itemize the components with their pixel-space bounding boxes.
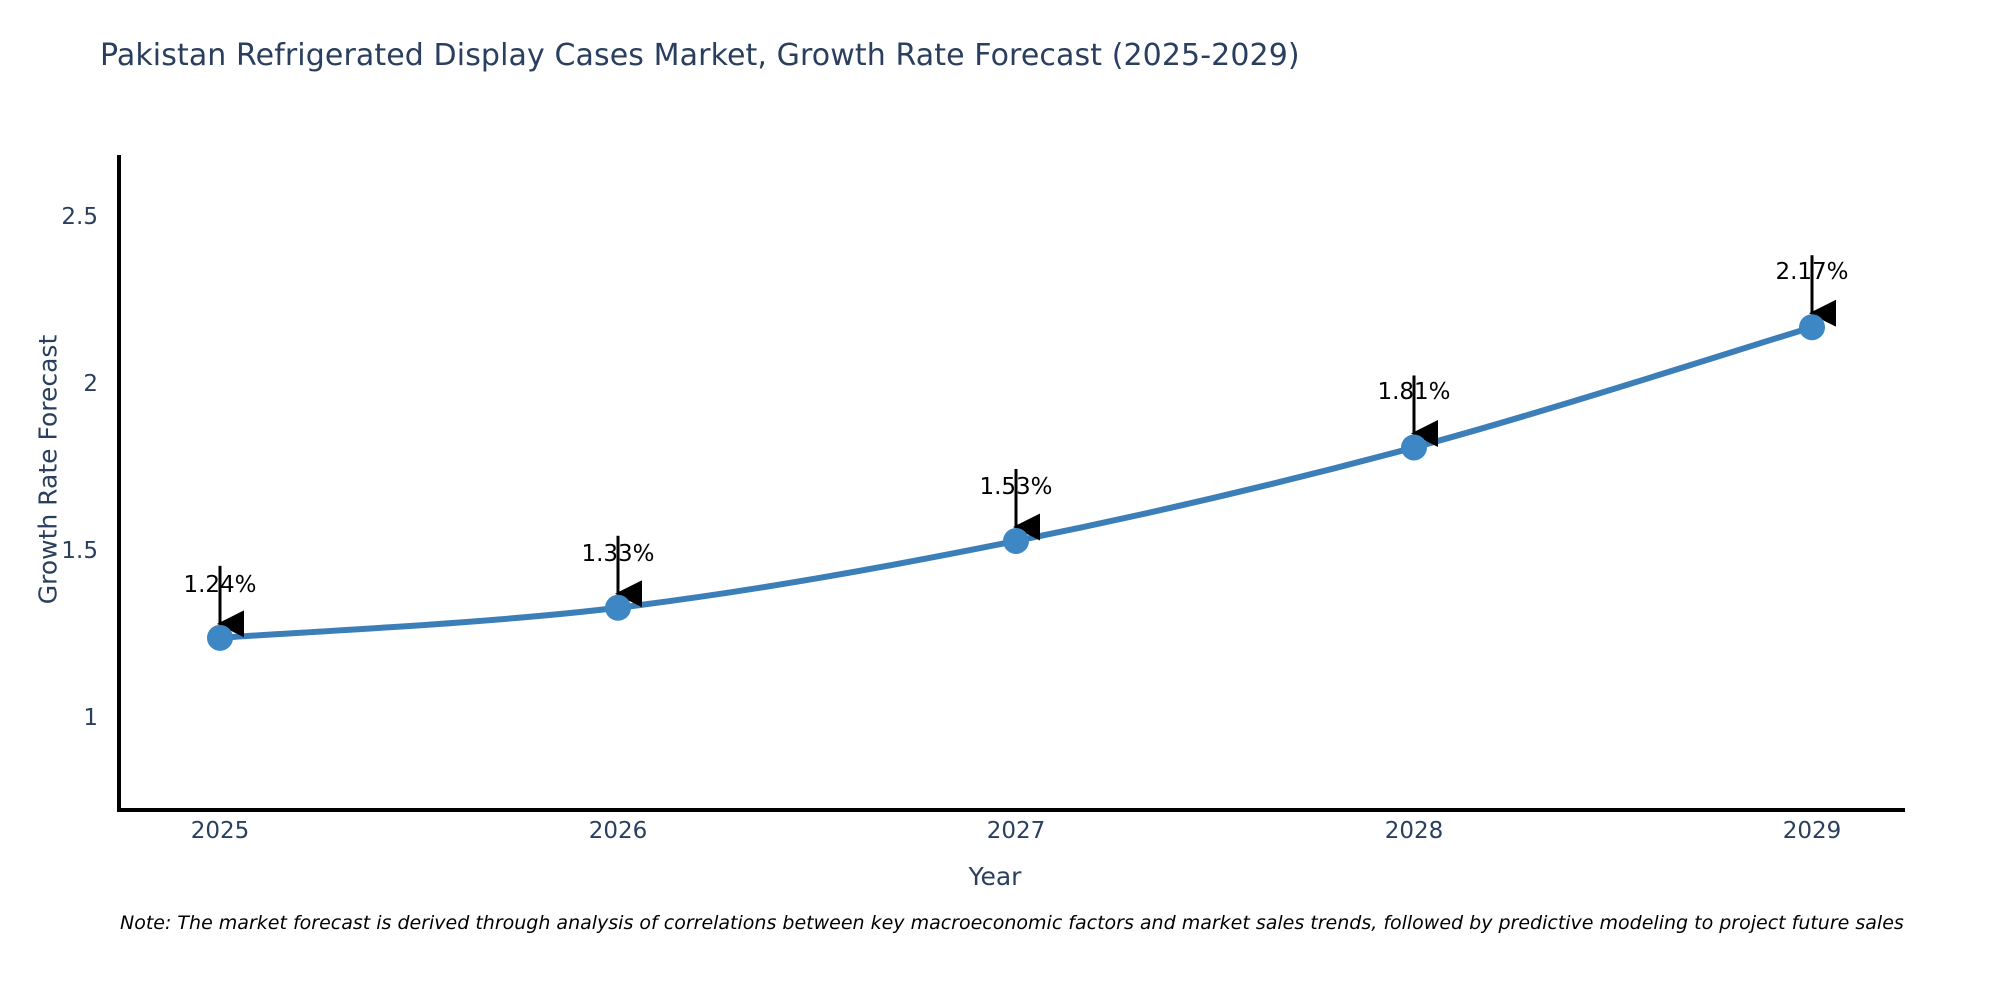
data-label-2029: 2.17% xyxy=(1775,259,1849,285)
data-point-marker xyxy=(605,594,631,621)
x-tick-2025: 2025 xyxy=(190,818,250,844)
data-label-2025: 1.24% xyxy=(183,572,257,598)
y-tick-label: 1.5 xyxy=(61,538,98,564)
data-point-marker xyxy=(1003,527,1029,554)
y-tick-label: 2 xyxy=(83,371,98,397)
y-tick-label: 2.5 xyxy=(61,204,98,230)
x-tick-2028: 2028 xyxy=(1384,818,1444,844)
x-tick-2027: 2027 xyxy=(986,818,1046,844)
x-tick-2029: 2029 xyxy=(1782,818,1842,844)
x-tick-2026: 2026 xyxy=(588,818,648,844)
data-label-2026: 1.33% xyxy=(581,541,655,567)
x-axis-title: Year xyxy=(968,862,1022,891)
data-point-marker xyxy=(207,624,233,651)
annotation-arrows xyxy=(217,255,1836,638)
data-label-2027: 1.53% xyxy=(979,474,1053,500)
chart-footnote: Note: The market forecast is derived thr… xyxy=(120,912,1904,934)
chart-title: Pakistan Refrigerated Display Cases Mark… xyxy=(100,38,1300,73)
data-label-2028: 1.81% xyxy=(1377,379,1451,405)
y-tick-label: 1 xyxy=(83,705,98,731)
data-markers xyxy=(207,314,1825,651)
data-point-marker xyxy=(1799,314,1825,341)
data-point-marker xyxy=(1401,434,1427,461)
